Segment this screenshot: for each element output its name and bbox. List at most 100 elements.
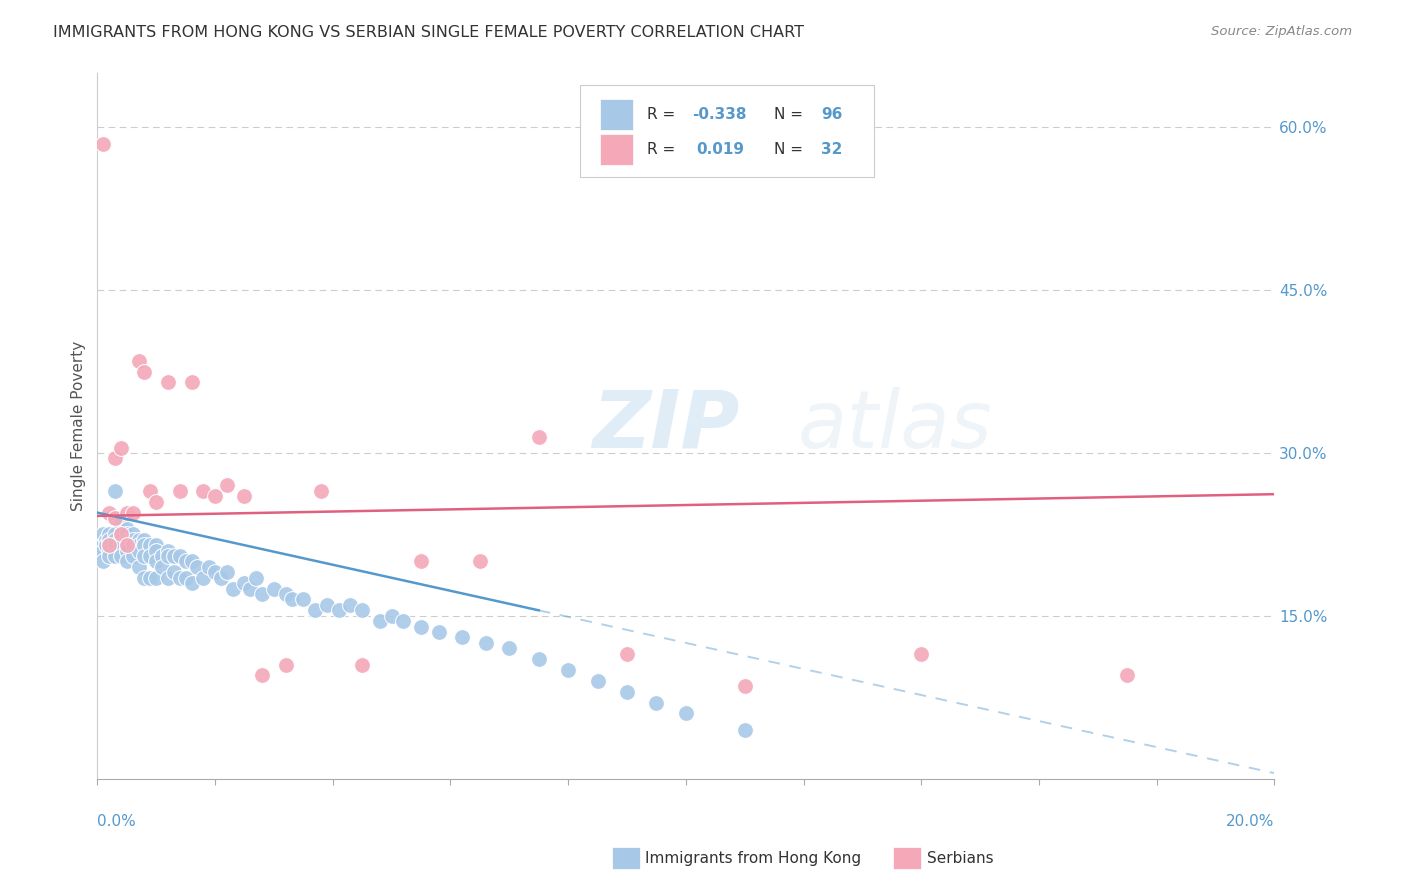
- Point: [222, 582, 245, 596]
- Point: [115, 506, 138, 520]
- Point: [145, 543, 167, 558]
- Point: [139, 571, 162, 585]
- Point: [98, 506, 121, 520]
- Point: [180, 554, 202, 568]
- Text: N =: N =: [775, 142, 808, 157]
- Point: [104, 533, 127, 547]
- FancyBboxPatch shape: [579, 85, 875, 177]
- Point: [115, 522, 138, 536]
- Point: [239, 582, 262, 596]
- Point: [427, 625, 450, 640]
- Point: [145, 495, 167, 509]
- Point: [104, 511, 127, 525]
- Point: [91, 554, 114, 568]
- Point: [128, 533, 150, 547]
- Point: [115, 538, 138, 552]
- Point: [121, 533, 143, 547]
- Text: N =: N =: [775, 107, 808, 122]
- Point: [274, 657, 297, 672]
- Text: 20.0%: 20.0%: [1226, 814, 1274, 829]
- Point: [104, 483, 127, 498]
- Point: [110, 527, 132, 541]
- Point: [98, 533, 121, 547]
- Point: [352, 603, 374, 617]
- Point: [98, 527, 121, 541]
- Text: Source: ZipAtlas.com: Source: ZipAtlas.com: [1212, 25, 1353, 38]
- Point: [163, 549, 186, 563]
- Point: [292, 592, 315, 607]
- Point: [381, 608, 404, 623]
- Point: [328, 603, 350, 617]
- Point: [98, 538, 121, 552]
- Point: [96, 533, 118, 547]
- Text: 0.0%: 0.0%: [97, 814, 136, 829]
- Point: [156, 543, 179, 558]
- Point: [104, 451, 127, 466]
- Point: [156, 571, 179, 585]
- Text: ZIP: ZIP: [592, 387, 740, 465]
- Text: 96: 96: [821, 107, 842, 122]
- Point: [134, 571, 156, 585]
- Point: [734, 723, 756, 737]
- Point: [98, 543, 121, 558]
- Text: R =: R =: [647, 142, 685, 157]
- Point: [104, 527, 127, 541]
- Point: [110, 516, 132, 531]
- Point: [91, 527, 114, 541]
- Text: Serbians: Serbians: [927, 851, 993, 865]
- Text: 32: 32: [821, 142, 842, 157]
- Point: [315, 598, 337, 612]
- Point: [145, 538, 167, 552]
- Point: [145, 571, 167, 585]
- Point: [91, 136, 114, 151]
- Point: [89, 538, 111, 552]
- Point: [91, 538, 114, 552]
- Point: [98, 549, 121, 563]
- Point: [145, 554, 167, 568]
- Point: [209, 571, 232, 585]
- Point: [104, 538, 127, 552]
- Point: [280, 592, 302, 607]
- Point: [104, 549, 127, 563]
- Point: [134, 533, 156, 547]
- Point: [233, 489, 256, 503]
- Point: [409, 554, 432, 568]
- Point: [215, 566, 238, 580]
- Point: [115, 538, 138, 552]
- Point: [193, 571, 215, 585]
- Text: -0.338: -0.338: [692, 107, 747, 122]
- Point: [233, 576, 256, 591]
- Point: [128, 560, 150, 574]
- FancyBboxPatch shape: [600, 99, 633, 130]
- Point: [169, 549, 191, 563]
- Point: [204, 489, 226, 503]
- Point: [204, 566, 226, 580]
- Point: [110, 538, 132, 552]
- Point: [96, 538, 118, 552]
- Point: [274, 587, 297, 601]
- Point: [245, 571, 267, 585]
- Text: R =: R =: [647, 107, 681, 122]
- Point: [110, 533, 132, 547]
- Point: [121, 538, 143, 552]
- Point: [368, 614, 391, 628]
- Point: [139, 549, 162, 563]
- Point: [557, 663, 579, 677]
- Point: [128, 538, 150, 552]
- Point: [121, 527, 143, 541]
- Point: [180, 376, 202, 390]
- Point: [616, 685, 638, 699]
- Point: [263, 582, 285, 596]
- Point: [91, 543, 114, 558]
- Point: [645, 696, 668, 710]
- Point: [527, 652, 550, 666]
- Text: atlas: atlas: [797, 387, 993, 465]
- Point: [115, 554, 138, 568]
- Point: [250, 668, 273, 682]
- Point: [174, 571, 197, 585]
- Point: [193, 483, 215, 498]
- Point: [134, 549, 156, 563]
- Point: [134, 364, 156, 378]
- Point: [121, 506, 143, 520]
- Point: [527, 430, 550, 444]
